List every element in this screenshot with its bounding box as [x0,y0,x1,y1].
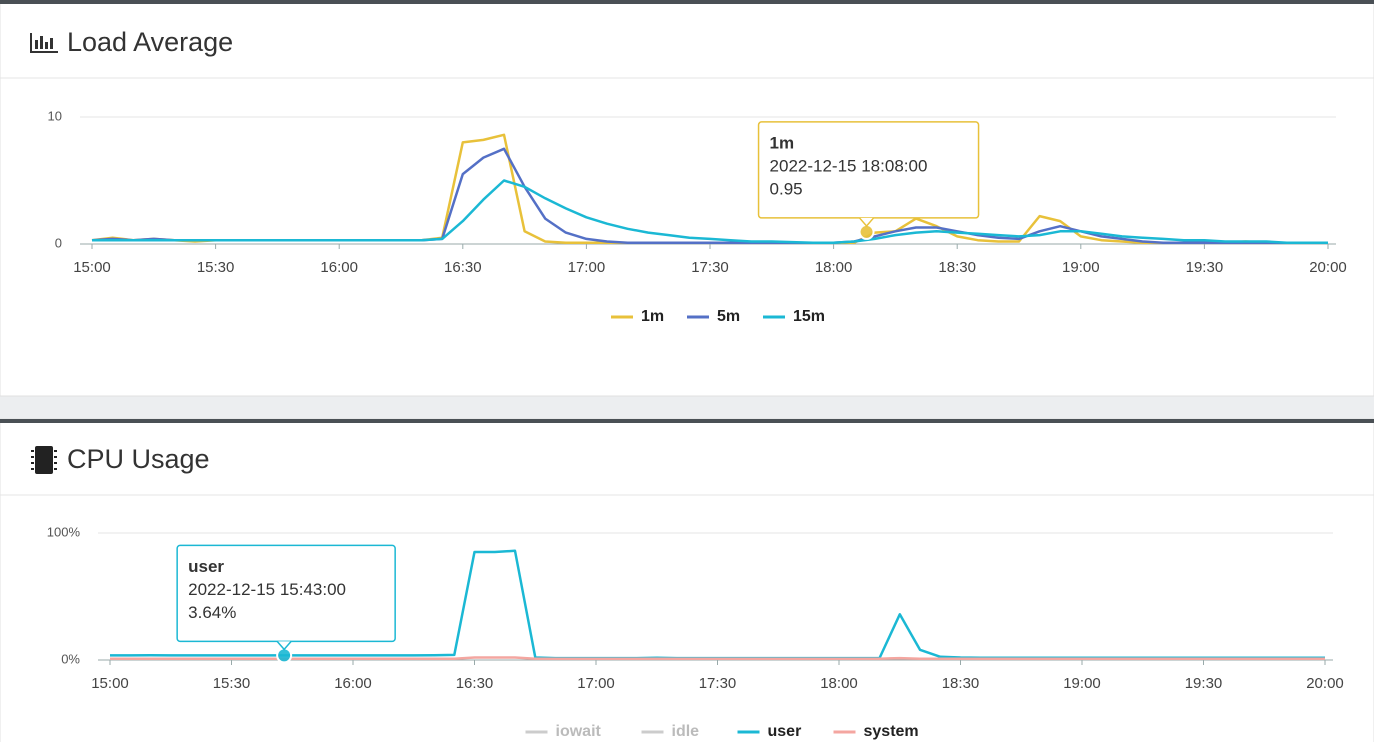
legend-label: 5m [717,308,740,325]
tooltip-time: 2022-12-15 15:43:00 [188,580,346,599]
x-tick-label: 18:00 [820,675,858,692]
chart-icon [30,33,58,53]
cpu-icon [31,446,57,474]
tooltip-value: 0.95 [770,179,803,198]
tooltip-arrow [276,640,292,651]
x-tick-label: 19:30 [1186,259,1224,276]
x-tick-label: 17:00 [577,675,615,692]
x-tick-label: 17:30 [691,259,729,276]
x-tick-label: 18:30 [942,675,980,692]
x-tick-label: 19:00 [1062,259,1100,276]
x-tick-label: 17:00 [568,259,606,276]
x-tick-label: 15:30 [213,675,251,692]
x-tick-label: 16:00 [334,675,372,692]
x-tick-label: 15:30 [197,259,235,276]
panel [0,0,1374,397]
x-tick-label: 17:30 [699,675,737,692]
panel-border [0,419,1374,423]
panel-title: Load Average [67,27,233,57]
legend-label: 1m [641,308,664,325]
x-tick-label: 16:00 [320,259,358,276]
legend-label: iowait [556,723,602,740]
x-tick-label: 18:30 [938,259,976,276]
x-tick-label: 19:30 [1185,675,1223,692]
y-tick-label: 10 [48,108,62,123]
x-tick-label: 19:00 [1063,675,1101,692]
legend-label: user [768,723,802,740]
legend-label: idle [672,723,700,740]
tooltip-arrow [858,217,875,228]
legend-label: 15m [793,308,825,325]
tooltip-title: user [188,557,224,576]
legend-label: system [864,723,919,740]
x-tick-label: 15:00 [73,259,111,276]
tooltip-value: 3.64% [188,603,236,622]
x-tick-label: 18:00 [815,259,853,276]
x-tick-label: 16:30 [444,259,482,276]
y-tick-label: 0 [55,235,62,250]
y-tick-label: 100% [47,524,81,539]
panel-title: CPU Usage [67,444,210,474]
tooltip-title: 1m [770,133,795,152]
x-tick-label: 20:00 [1306,675,1344,692]
tooltip-time: 2022-12-15 18:08:00 [770,156,928,175]
series-line [92,179,1328,244]
panel-border [0,0,1374,4]
x-tick-label: 15:00 [91,675,129,692]
series-line [110,656,1325,660]
y-tick-label: 0% [61,651,80,666]
x-tick-label: 20:00 [1309,259,1347,276]
x-tick-label: 16:30 [456,675,494,692]
